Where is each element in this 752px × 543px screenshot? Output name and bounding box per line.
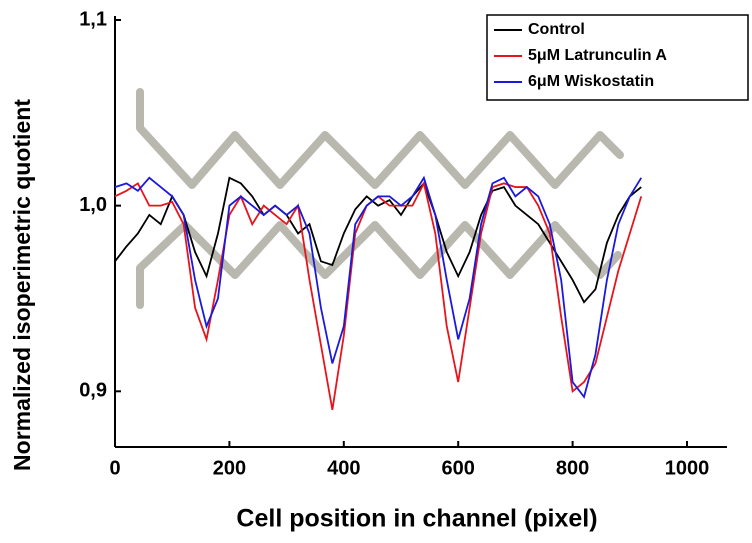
legend-label: 5μM Latrunculin A: [528, 47, 667, 64]
y-tick-label: 1,0: [79, 194, 107, 216]
series-line: [114, 176, 642, 304]
series-line: [114, 175, 643, 399]
x-tick-label: 400: [327, 457, 360, 479]
legend-label: Control: [528, 21, 585, 38]
legend-box: [486, 14, 749, 101]
x-tick-label: 0: [109, 457, 120, 479]
x-tick-label: 1000: [665, 457, 710, 479]
x-tick-label: 600: [442, 457, 475, 479]
y-tick-label: 0,9: [79, 380, 107, 402]
y-axis-label: Normalized isoperimetric quotient: [9, 99, 35, 471]
x-tick-label: 200: [213, 457, 246, 479]
x-axis-label: Cell position in channel (pixel): [236, 505, 597, 533]
y-tick-label: 1,1: [79, 8, 107, 30]
legend-label: 6μM Wiskostatin: [528, 73, 654, 90]
x-tick-label: 800: [556, 457, 589, 479]
